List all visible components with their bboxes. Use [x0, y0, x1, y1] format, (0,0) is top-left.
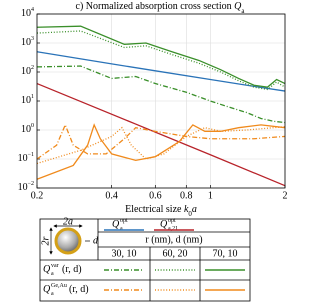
series-line: [36, 123, 286, 180]
sphere-icon: [54, 227, 82, 255]
chart: c) Normalized absorption cross section Q…: [18, 1, 288, 302]
x-axis-label: Electrical size k0a: [125, 204, 197, 217]
y-tick-base: 10: [21, 37, 31, 48]
y-tick-base: 10: [21, 124, 31, 135]
series-line: [36, 82, 286, 187]
series-line: [36, 30, 286, 91]
legend-column: 60, 20: [163, 248, 188, 259]
diagram-label: 2a: [63, 216, 73, 227]
y-tick-label: 102: [21, 65, 34, 77]
series-line: [36, 25, 286, 88]
x-tick-label: 2: [283, 190, 288, 201]
y-tick-base: 10: [21, 66, 31, 77]
y-tick-exponent: 3: [31, 36, 34, 42]
y-tick-label: 101: [21, 94, 34, 106]
y-tick-base: 10: [21, 95, 31, 106]
y-tick-exponent: −1: [28, 152, 34, 158]
y-tick-base: 10: [18, 182, 28, 193]
legend-table: 2a 2r d r (nm), d (nm) 30, 10 60, 20 70,…: [39, 216, 251, 302]
x-tick-label: 0.6: [149, 190, 162, 201]
y-tick-label: 104: [21, 7, 34, 19]
legend-column: 30, 10: [112, 248, 137, 259]
y-tick-exponent: 0: [31, 123, 34, 129]
series-line: [36, 65, 286, 124]
plot-frame: [36, 13, 286, 189]
legend-row-label: QGe,Au a (r, d): [43, 283, 89, 297]
legend-header: r (nm), d (nm): [145, 234, 202, 245]
x-tick-label: 1: [208, 190, 213, 201]
legend-column: 70, 10: [213, 248, 238, 259]
y-tick-label: 10−1: [18, 152, 34, 164]
y-tick-exponent: 4: [31, 7, 34, 13]
y-tick-base: 10: [18, 153, 28, 164]
diagram-label: d: [93, 235, 99, 246]
diagram-label: 2r: [40, 236, 51, 245]
x-tick-label: 0.4: [105, 190, 118, 201]
y-tick-exponent: −2: [28, 181, 34, 187]
y-tick-exponent: 1: [31, 94, 34, 100]
series-line: [36, 126, 286, 165]
y-tick-label: 100: [21, 123, 34, 135]
legend-row-label: Qvar a (r, d): [43, 263, 82, 277]
chart-title: c) Normalized absorption cross section Q…: [76, 1, 246, 14]
series-line: [36, 51, 286, 92]
y-tick-label: 103: [21, 36, 34, 48]
x-tick-label: 0.2: [31, 190, 44, 201]
y-tick-base: 10: [21, 8, 31, 19]
x-tick-label: 0.8: [180, 190, 193, 201]
y-tick-label: 10−2: [18, 181, 34, 193]
y-tick-exponent: 2: [31, 65, 34, 71]
